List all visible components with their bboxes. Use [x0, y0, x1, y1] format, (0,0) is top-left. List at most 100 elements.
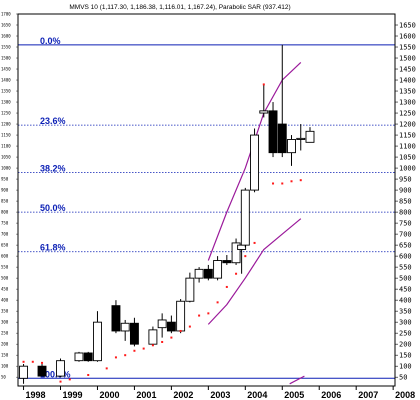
sar-dot: [235, 272, 238, 275]
candle: [213, 256, 223, 281]
candle: [83, 351, 93, 362]
candle: [222, 255, 232, 265]
candle: [203, 264, 213, 281]
candle-body-up: [56, 360, 65, 377]
candle-body-up: [213, 260, 223, 279]
candle: [287, 135, 296, 166]
candle-body-up: [259, 110, 269, 114]
y-tick-label-left: 850: [1, 199, 9, 204]
sar-dot: [87, 373, 90, 376]
fib-label: 23.6%: [40, 116, 66, 126]
sar-dot: [41, 361, 44, 364]
y-tick-label-left: 350: [1, 309, 9, 314]
y-tick-label-left: 600: [1, 254, 9, 259]
y-tick-label-right: 600: [399, 253, 412, 261]
x-tick-label: 1998: [26, 390, 46, 400]
candle-body-down: [277, 123, 287, 154]
y-tick-label-right: 300: [399, 319, 412, 327]
candle: [194, 267, 204, 283]
candle-body-up: [93, 321, 102, 362]
candle: [56, 358, 65, 378]
y-tick-label-right: 500: [399, 275, 412, 283]
sar-dot: [216, 301, 219, 304]
candle-body-down: [203, 268, 213, 279]
fib-label: 38.2%: [40, 163, 66, 173]
y-tick-label-left: 1350: [1, 89, 11, 94]
y-tick-label-left: 1200: [1, 122, 11, 127]
candle: [111, 300, 121, 334]
y-tick-label-left: 1550: [1, 45, 11, 50]
y-tick-label-left: 1150: [1, 133, 11, 138]
y-tick-label-left: 1650: [1, 23, 11, 28]
candle-body-up: [19, 365, 28, 379]
candle: [129, 317, 139, 347]
y-tick-label-left: 700: [1, 232, 9, 237]
y-tick-label-left: 750: [1, 221, 9, 226]
candles: [19, 44, 315, 384]
sar-dot: [105, 367, 108, 370]
x-tick-label: 2004: [247, 390, 267, 400]
y-tick-label-right: 800: [399, 209, 412, 217]
x-tick-label: 2001: [136, 390, 156, 400]
axes: 1650 1600 1550 1500 1450 1400 1350 1300 1250 1200…: [1, 12, 416, 400]
y-tick-label-right: 1450: [399, 66, 416, 74]
y-tick-label-right: 50: [399, 374, 407, 382]
sar-dot: [142, 347, 145, 350]
sar-dot: [151, 344, 154, 347]
y-tick-label-left: 1250: [1, 111, 11, 116]
x-tick-label: 2008: [395, 390, 415, 400]
candle: [148, 326, 158, 346]
y-tick-label-right: 1150: [399, 132, 416, 140]
fib-label: 0.0%: [40, 36, 61, 46]
y-tick-label-right: 700: [399, 231, 412, 239]
parabolic-sar-dots: [22, 83, 302, 383]
sar-dot: [188, 325, 191, 328]
candle-body-up: [240, 189, 250, 246]
y-tick-label-right: 1600: [399, 33, 416, 41]
candle: [185, 272, 195, 303]
sar-dot: [253, 241, 256, 244]
candle-body-up: [287, 139, 296, 154]
candle-body-up: [176, 300, 186, 332]
sar-dot: [114, 356, 117, 359]
sar-dot: [59, 380, 62, 383]
candle: [240, 187, 250, 248]
candle-body-up: [237, 244, 247, 250]
y-tick-label-right: 750: [399, 220, 412, 228]
candle: [296, 124, 306, 151]
plot-frame: [17, 13, 396, 387]
sar-dot: [133, 349, 136, 352]
y-tick-label-left: 1300: [1, 100, 11, 105]
candle: [120, 319, 130, 341]
y-tick-label-right: 100: [399, 363, 412, 371]
candle-body-up: [305, 130, 315, 143]
candle: [259, 84, 269, 118]
candle-body-up: [185, 277, 195, 302]
y-tick-label-left: 1100: [1, 144, 11, 149]
y-tick-label-left: 200: [1, 342, 9, 347]
y-tick-label-right: 1100: [399, 143, 416, 151]
y-tick-label-left: 1400: [1, 78, 11, 83]
ma-line-bottom: [289, 375, 305, 385]
candle-body-up: [250, 134, 259, 191]
sar-dot: [299, 179, 302, 182]
moving-average-lines: [207, 61, 305, 385]
candle: [305, 127, 315, 143]
y-tick-label-left: 900: [1, 188, 9, 193]
candle: [268, 102, 278, 158]
sar-dot: [207, 312, 210, 315]
y-tick-label-left: 1000: [1, 166, 11, 171]
candle-body-up: [296, 137, 306, 140]
y-tick-label-right: 1650: [399, 22, 416, 30]
y-tick-label-right: 1550: [399, 44, 416, 52]
sar-dot: [161, 340, 164, 343]
candle-body-down: [129, 322, 139, 345]
candle-body-up: [74, 352, 84, 362]
sar-dot: [272, 182, 275, 185]
y-tick-label-left: 550: [1, 265, 9, 270]
sar-dot: [290, 180, 293, 183]
fib-label: 100.0%: [40, 369, 71, 379]
candle-body-down: [222, 260, 232, 264]
candle-body-down: [83, 352, 93, 362]
